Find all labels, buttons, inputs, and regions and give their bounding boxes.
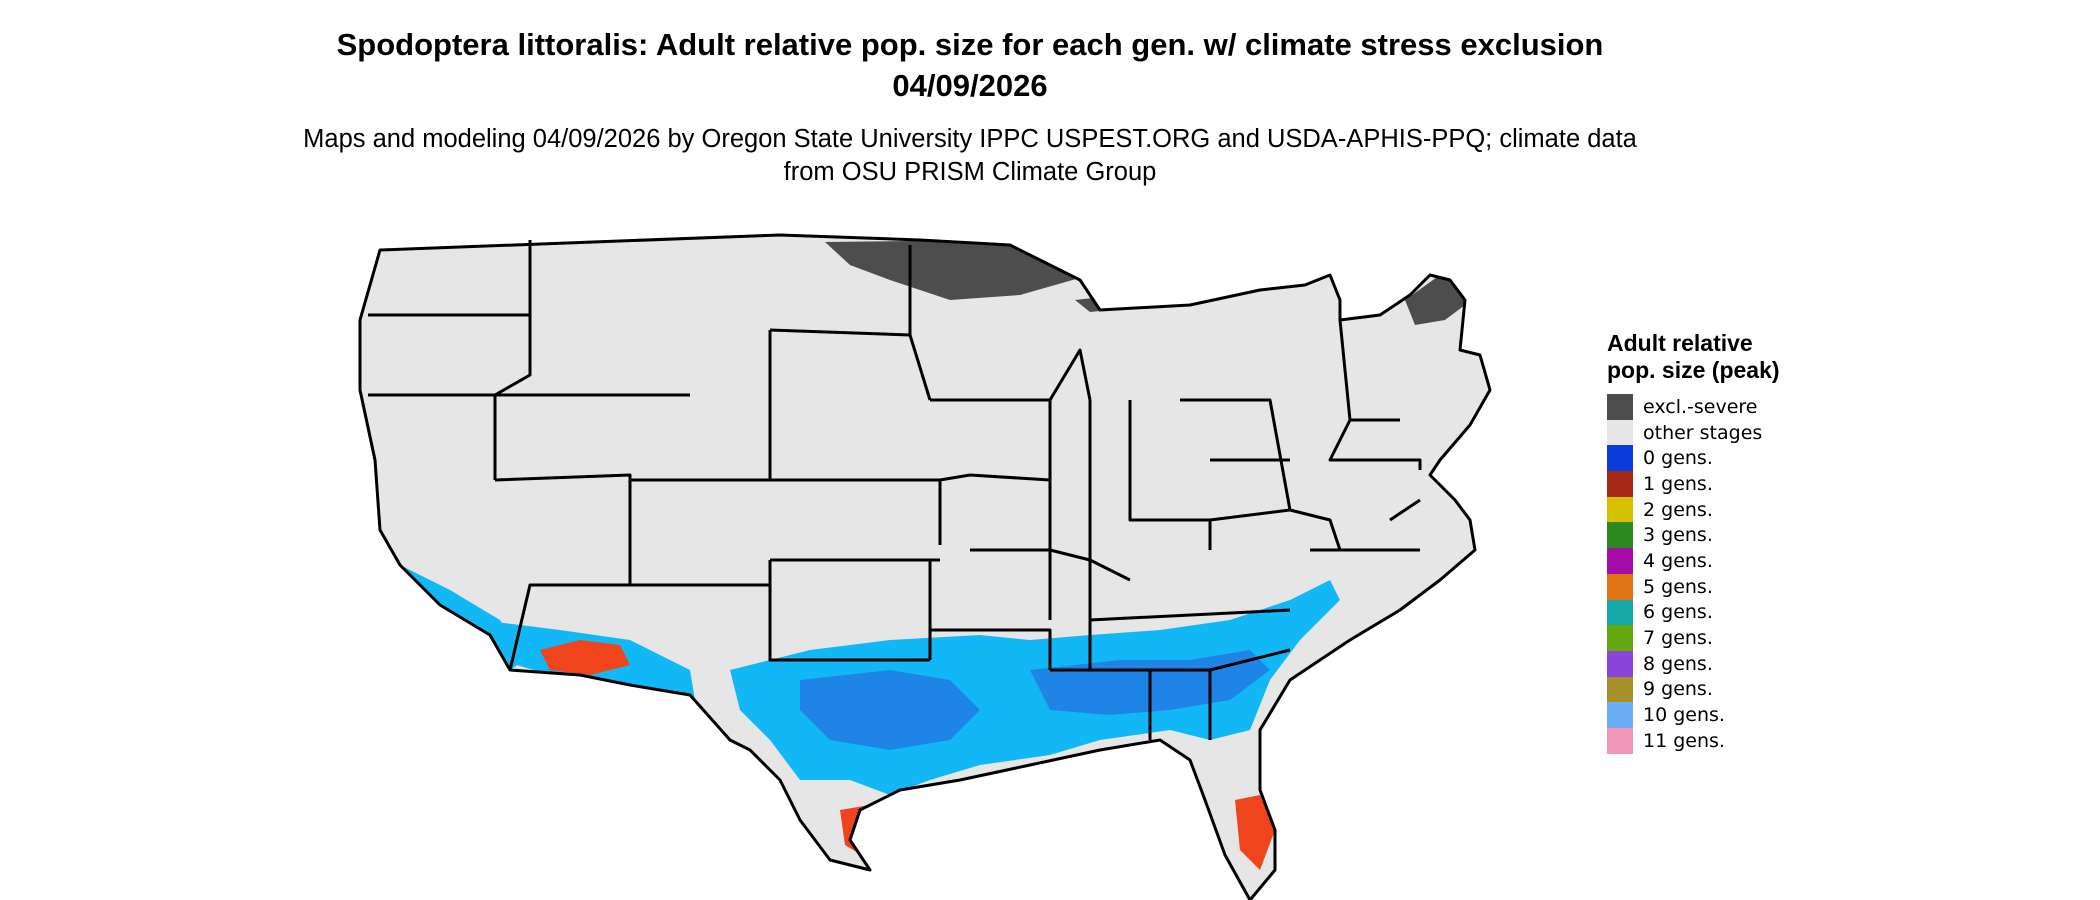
legend-item: 4 gens. — [1607, 548, 1807, 574]
legend-label: 6 gens. — [1643, 601, 1713, 624]
legend-swatch — [1607, 548, 1633, 574]
excluded-area-maine — [1405, 275, 1465, 325]
legend-label: 7 gens. — [1643, 627, 1713, 650]
legend-item: other stages — [1607, 419, 1807, 446]
border-lines — [368, 240, 1422, 740]
legend-swatch — [1607, 625, 1633, 651]
legend-swatch — [1607, 496, 1633, 523]
legend-swatch — [1607, 471, 1633, 497]
legend-swatch — [1607, 650, 1633, 677]
map-data-layers — [360, 235, 1490, 900]
legend-item: 9 gens. — [1607, 676, 1807, 703]
legend: Adult relative pop. size (peak) excl.-se… — [1607, 330, 1807, 754]
legend-item: excl.-severe — [1607, 394, 1807, 420]
legend-label: 10 gens. — [1643, 704, 1725, 727]
state-borders — [358, 233, 1492, 900]
legend-label: 5 gens. — [1643, 575, 1713, 598]
legend-swatch — [1607, 419, 1633, 446]
legend-item: 3 gens. — [1607, 522, 1807, 549]
legend-label: other stages — [1643, 421, 1763, 444]
legend-label: 0 gens. — [1643, 447, 1713, 470]
legend-label: 1 gens. — [1643, 472, 1713, 495]
legend-item: 0 gens. — [1607, 445, 1807, 472]
legend-label: 9 gens. — [1643, 678, 1713, 701]
us-outline — [358, 233, 1492, 900]
legend-item: 2 gens. — [1607, 496, 1807, 523]
hot-area-florida — [1235, 795, 1275, 870]
legend-item: 6 gens. — [1607, 599, 1807, 626]
legend-label: excl.-severe — [1643, 395, 1758, 418]
us-map — [358, 233, 1492, 900]
mid-blue-area-texas — [800, 670, 980, 750]
legend-item: 11 gens. — [1607, 727, 1807, 754]
legend-swatch — [1607, 599, 1633, 626]
legend-label: 3 gens. — [1643, 524, 1713, 547]
legend-items: excl.-severe other stages 0 gens. 1 gens. 2 … — [1607, 394, 1807, 754]
legend-item: 7 gens. — [1607, 625, 1807, 651]
legend-label: 11 gens. — [1643, 729, 1725, 752]
hot-area-arizona — [540, 640, 630, 675]
legend-swatch — [1607, 522, 1633, 549]
legend-label: 8 gens. — [1643, 652, 1713, 675]
legend-item: 10 gens. — [1607, 702, 1807, 728]
legend-swatch — [1607, 727, 1633, 754]
legend-swatch — [1607, 702, 1633, 728]
legend-item: 5 gens. — [1607, 573, 1807, 600]
legend-swatch — [1607, 445, 1633, 472]
legend-swatch — [1607, 676, 1633, 703]
legend-label: 4 gens. — [1643, 549, 1713, 572]
legend-item: 1 gens. — [1607, 471, 1807, 497]
legend-label: 2 gens. — [1643, 498, 1713, 521]
legend-item: 8 gens. — [1607, 650, 1807, 677]
legend-swatch — [1607, 573, 1633, 600]
land-base — [360, 235, 1490, 900]
chart-title: Spodoptera littoralis: Adult relative po… — [336, 27, 1604, 103]
excluded-area-minnesota — [825, 240, 1090, 300]
legend-title: Adult relative pop. size (peak) — [1607, 330, 1780, 383]
legend-swatch — [1607, 394, 1633, 420]
chart-subtitle: Maps and modeling 04/09/2026 by Oregon S… — [303, 125, 1637, 186]
